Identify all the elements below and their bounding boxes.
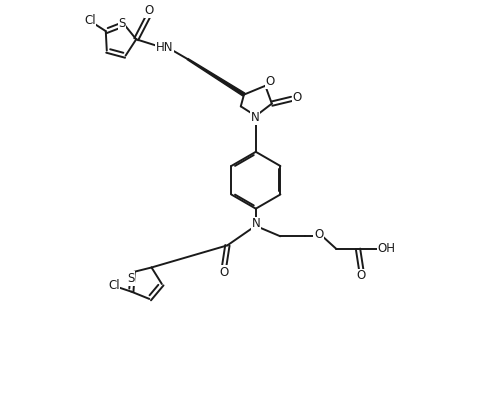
Text: Cl: Cl: [108, 279, 120, 292]
Text: S: S: [127, 272, 135, 285]
Text: N: N: [251, 217, 260, 230]
Text: O: O: [314, 228, 323, 241]
Text: N: N: [251, 111, 259, 124]
Text: OH: OH: [378, 242, 396, 255]
Polygon shape: [187, 59, 245, 96]
Text: O: O: [266, 75, 275, 88]
Text: O: O: [292, 91, 302, 104]
Text: O: O: [357, 269, 366, 282]
Text: S: S: [118, 17, 126, 30]
Text: O: O: [144, 4, 153, 17]
Text: HN: HN: [156, 42, 173, 55]
Text: O: O: [219, 266, 228, 279]
Text: Cl: Cl: [84, 13, 96, 27]
